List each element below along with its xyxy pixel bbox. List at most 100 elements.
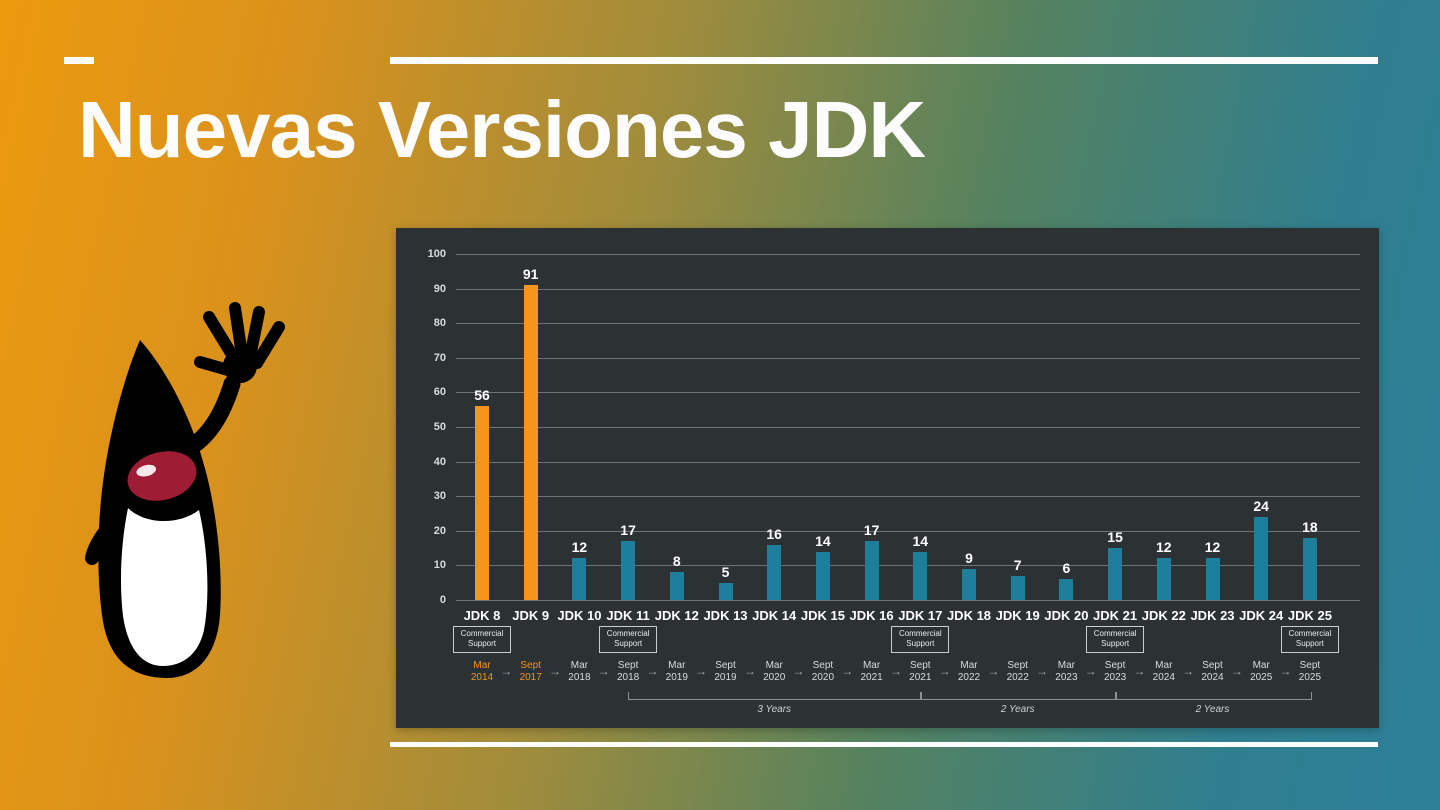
timeline-year: 2018 [568,672,591,683]
timeline-entry: Mar 2019 [653,660,701,684]
timeline-month: Mar [668,660,686,671]
gridline [456,496,1360,498]
x-axis-label: JDK 24 [1239,608,1284,623]
bar-value-label: 17 [863,522,880,539]
timeline-arrow-icon: → [646,664,659,678]
y-axis-tick-label: 40 [433,455,446,468]
timeline-entry: Sept 2017 [507,660,555,684]
timeline-month: Sept [520,660,541,671]
bar-value-label: 12 [1204,539,1221,556]
timeline-arrow-icon: → [1279,664,1292,678]
commercial-support-badge-line: Commercial [898,629,942,638]
bar [669,572,684,600]
timeline-entry: Mar 2020 [750,660,798,684]
timeline-month: Mar [570,660,588,671]
timeline-year: 2025 [1298,672,1322,683]
timeline-year: 2020 [763,672,786,683]
timeline-entry: Sept 2018 [604,660,652,684]
y-axis-tick-label: 70 [433,351,446,364]
commercial-support-badge-line: Commercial [606,629,650,638]
bar [962,568,976,600]
timeline-arrow-icon: → [1133,664,1146,678]
timeline-year: 2023 [1055,672,1078,683]
commercial-support-badge: Commercial Support [1086,626,1145,653]
top-left-dash [64,57,94,64]
bar [621,541,636,600]
x-axis-label: JDK 13 [703,608,748,623]
timeline-month: Sept [617,660,639,671]
bar-value-label: 6 [1062,560,1071,577]
x-axis-label: JDK 20 [1044,608,1089,623]
bar [572,558,587,600]
timeline-arrow-icon: → [597,664,610,678]
bar-value-label: 17 [620,522,636,539]
timeline-month: Mar [765,660,783,671]
gridline [456,530,1360,532]
timeline-arrow-icon: → [1182,664,1195,678]
bottom-rule [390,742,1378,747]
timeline-year: 2019 [665,672,688,683]
x-axis-label: JDK 15 [800,608,845,623]
timeline-month: Sept [715,660,736,671]
gridline [456,600,1360,601]
commercial-support-badge-line: Support [614,639,643,649]
timeline-month: Mar [960,660,978,671]
gridline [456,461,1360,463]
gridline [456,357,1360,359]
y-axis-tick-label: 100 [427,248,446,260]
bar-value-label: 14 [912,532,929,549]
timeline-year: 2017 [519,672,542,683]
timeline-month: Mar [473,660,491,671]
java-duke-mascot [82,300,307,695]
gridline [456,254,1360,255]
plot-area: 0 10 20 30 40 50 60 70 80 90 100 56 JDK 8 91 JDK 9 12 JD… [396,228,1379,728]
timeline-arrow-icon: → [889,664,902,678]
gridline [456,288,1360,290]
timeline-month: Sept [1299,660,1321,671]
duke-palm [223,349,257,383]
commercial-support-badge: Commercial Support [599,626,658,653]
timeline-arrow-icon: → [743,664,756,678]
timeline-month: Mar [1155,660,1173,671]
jdk-release-chart-panel: 0 10 20 30 40 50 60 70 80 90 100 56 JDK 8 91 JDK 9 12 JD… [396,228,1379,728]
x-axis-label: JDK 17 [898,608,943,623]
bar [864,541,879,600]
gridline [456,565,1360,567]
bar-value-label: 7 [1013,556,1022,573]
bar [1302,537,1317,600]
bar [1254,516,1269,600]
bar-value-label: 91 [522,266,539,283]
y-axis-tick-label: 50 [433,421,446,433]
bar-value-label: 15 [1107,529,1123,546]
timeline-month: Sept [812,660,834,671]
slide-title: Nuevas Versiones JDK [78,85,926,174]
y-axis-tick-label: 0 [439,594,446,606]
y-axis-tick-label: 80 [433,317,446,330]
timeline-entry: Mar 2014 [458,660,506,684]
timeline-arrow-icon: → [1230,664,1243,678]
timeline-arrow-icon: → [695,664,708,678]
x-axis-label: JDK 18 [946,608,992,623]
bar-value-label: 56 [474,387,490,404]
timeline-entry: Sept 2020 [799,660,847,684]
timeline-arrow-icon: → [841,664,854,678]
commercial-support-badge: Commercial Support [453,626,511,653]
bar-value-label: 5 [721,563,730,580]
bar [523,285,538,600]
timeline-arrow-icon: → [500,664,513,678]
x-axis-label: JDK 10 [557,608,602,623]
timeline-month: Mar [1252,660,1270,671]
timeline-month: Sept [1104,660,1126,671]
x-axis-label: JDK 21 [1093,608,1138,623]
timeline-entry: Sept 2024 [1189,660,1237,684]
timeline-year: 2021 [909,672,932,683]
y-axis-tick-label: 10 [433,559,446,572]
timeline-arrow-icon: → [1036,664,1049,678]
timeline-arrow-icon: → [792,664,805,678]
duke-mascot-icon [85,302,285,678]
bar [1010,575,1025,600]
bar [1205,558,1220,600]
bar-value-label: 12 [571,539,588,556]
year-span-brace [1115,692,1312,700]
year-span-brace-label: 2 Years [1000,704,1035,715]
